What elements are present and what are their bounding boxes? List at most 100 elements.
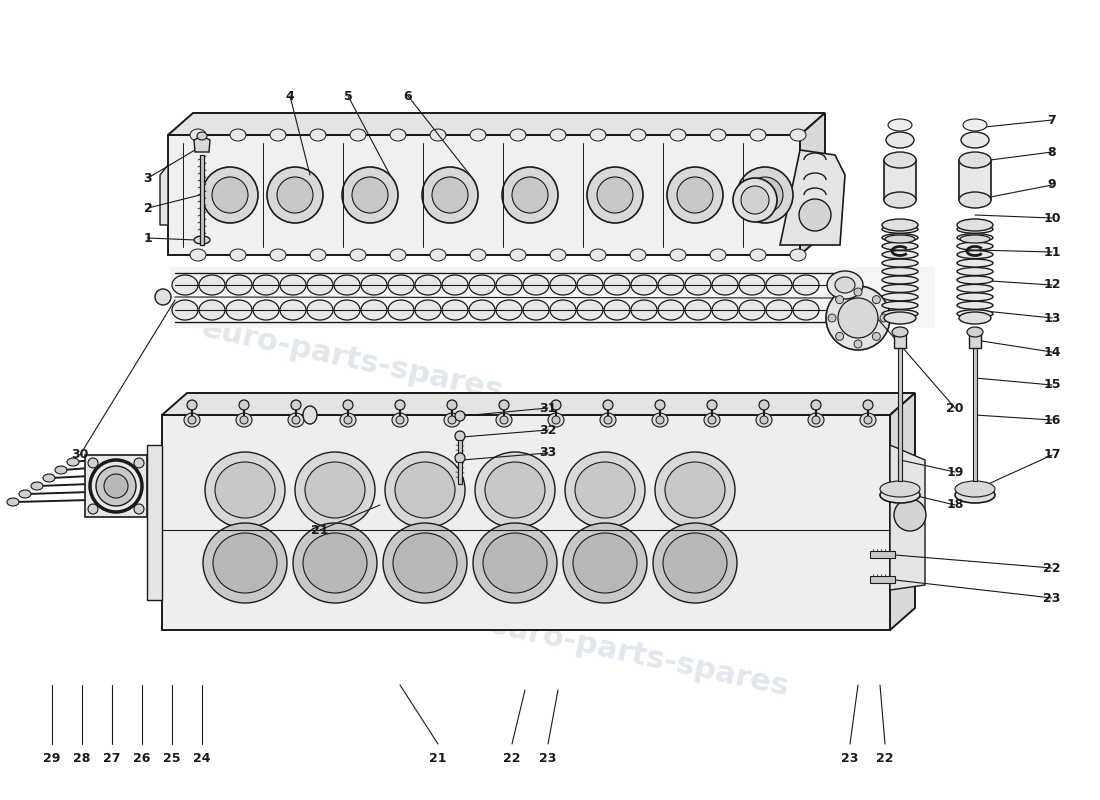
Ellipse shape	[383, 523, 468, 603]
Text: 19: 19	[946, 466, 964, 478]
Text: 14: 14	[1043, 346, 1060, 358]
Ellipse shape	[19, 490, 31, 498]
Ellipse shape	[496, 413, 512, 427]
Ellipse shape	[430, 129, 446, 141]
Bar	[870, 576, 895, 583]
Text: 22: 22	[877, 751, 893, 765]
Ellipse shape	[334, 300, 360, 320]
Ellipse shape	[733, 178, 777, 222]
Text: 24: 24	[194, 751, 211, 765]
Text: 21: 21	[311, 523, 329, 537]
Bar	[870, 551, 895, 558]
Ellipse shape	[253, 300, 279, 320]
Ellipse shape	[230, 249, 246, 261]
Ellipse shape	[204, 523, 287, 603]
Text: 31: 31	[539, 402, 557, 414]
Ellipse shape	[483, 533, 547, 593]
Ellipse shape	[155, 289, 170, 305]
Ellipse shape	[551, 400, 561, 410]
Ellipse shape	[882, 302, 918, 310]
Ellipse shape	[882, 242, 918, 250]
Ellipse shape	[882, 259, 918, 267]
Ellipse shape	[838, 298, 878, 338]
Text: 23: 23	[1043, 591, 1060, 605]
Ellipse shape	[710, 249, 726, 261]
Ellipse shape	[811, 400, 821, 410]
Ellipse shape	[827, 271, 864, 299]
Ellipse shape	[864, 400, 873, 410]
Ellipse shape	[230, 129, 246, 141]
Text: 22: 22	[1043, 562, 1060, 574]
Ellipse shape	[670, 249, 686, 261]
Ellipse shape	[597, 177, 632, 213]
Ellipse shape	[882, 267, 918, 275]
Ellipse shape	[396, 416, 404, 424]
Bar	[85, 455, 147, 517]
Ellipse shape	[310, 129, 326, 141]
Ellipse shape	[630, 129, 646, 141]
Bar	[458, 462, 462, 484]
Ellipse shape	[187, 400, 197, 410]
Ellipse shape	[385, 452, 465, 528]
Ellipse shape	[799, 199, 830, 231]
Ellipse shape	[552, 416, 560, 424]
Ellipse shape	[812, 416, 820, 424]
Ellipse shape	[190, 249, 206, 261]
Ellipse shape	[31, 482, 43, 490]
Ellipse shape	[872, 332, 880, 340]
Ellipse shape	[470, 249, 486, 261]
Ellipse shape	[872, 296, 880, 304]
Ellipse shape	[836, 296, 844, 304]
Ellipse shape	[307, 300, 333, 320]
Ellipse shape	[604, 416, 612, 424]
Ellipse shape	[957, 276, 993, 284]
Ellipse shape	[766, 275, 792, 295]
Ellipse shape	[470, 129, 486, 141]
Ellipse shape	[199, 275, 226, 295]
Ellipse shape	[267, 167, 323, 223]
Ellipse shape	[188, 416, 196, 424]
Ellipse shape	[854, 340, 862, 348]
Ellipse shape	[957, 250, 993, 258]
Ellipse shape	[205, 452, 285, 528]
Polygon shape	[890, 393, 915, 630]
Text: 22: 22	[504, 751, 520, 765]
Ellipse shape	[202, 167, 258, 223]
Ellipse shape	[448, 416, 456, 424]
Polygon shape	[162, 415, 890, 630]
Ellipse shape	[836, 332, 844, 340]
Ellipse shape	[172, 275, 198, 295]
Ellipse shape	[959, 312, 991, 324]
Polygon shape	[160, 165, 168, 225]
Ellipse shape	[239, 400, 249, 410]
Ellipse shape	[835, 277, 855, 293]
Ellipse shape	[957, 293, 993, 301]
Ellipse shape	[395, 400, 405, 410]
Ellipse shape	[957, 242, 993, 250]
Text: 20: 20	[946, 402, 964, 414]
Ellipse shape	[955, 481, 996, 497]
Text: 1: 1	[144, 231, 153, 245]
Ellipse shape	[455, 453, 465, 463]
Ellipse shape	[96, 466, 136, 506]
Text: 23: 23	[539, 751, 557, 765]
Ellipse shape	[712, 300, 738, 320]
Ellipse shape	[310, 249, 326, 261]
Ellipse shape	[361, 275, 387, 295]
Ellipse shape	[442, 275, 468, 295]
Ellipse shape	[656, 416, 664, 424]
Bar	[884, 160, 916, 200]
Bar	[894, 332, 906, 348]
Ellipse shape	[957, 234, 993, 242]
Text: 21: 21	[429, 751, 447, 765]
Bar	[200, 155, 204, 245]
Ellipse shape	[295, 452, 375, 528]
Ellipse shape	[302, 533, 367, 593]
Ellipse shape	[685, 275, 711, 295]
Ellipse shape	[704, 413, 720, 427]
Ellipse shape	[676, 177, 713, 213]
Ellipse shape	[292, 416, 300, 424]
Ellipse shape	[293, 523, 377, 603]
Text: 27: 27	[103, 751, 121, 765]
Ellipse shape	[882, 234, 918, 242]
